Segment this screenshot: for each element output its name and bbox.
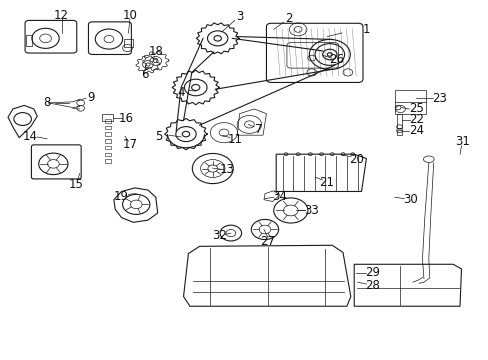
Bar (104, 153, 111, 156)
Text: 34: 34 (272, 190, 286, 203)
Bar (123, 39, 133, 46)
Text: 31: 31 (455, 135, 469, 148)
Text: 13: 13 (220, 163, 234, 176)
Text: 20: 20 (348, 153, 364, 166)
Bar (396, 130, 402, 135)
Text: 7: 7 (255, 123, 263, 136)
Text: 25: 25 (408, 103, 423, 116)
Text: 14: 14 (22, 130, 38, 144)
Text: 9: 9 (87, 91, 95, 104)
Text: 22: 22 (408, 113, 423, 126)
Text: 17: 17 (122, 138, 137, 151)
Text: 18: 18 (148, 45, 163, 58)
Text: 24: 24 (408, 124, 423, 137)
Text: 16: 16 (119, 112, 134, 125)
Bar (394, 90, 426, 114)
Text: 29: 29 (364, 266, 379, 279)
Text: 2: 2 (284, 12, 291, 25)
Text: 27: 27 (260, 235, 275, 248)
Bar (104, 119, 111, 123)
Text: 11: 11 (227, 133, 242, 146)
Bar (104, 132, 111, 136)
Text: 10: 10 (122, 9, 137, 22)
Text: 32: 32 (211, 229, 226, 242)
Text: 28: 28 (364, 279, 379, 292)
Text: 21: 21 (318, 176, 333, 189)
Bar (396, 114, 402, 128)
Text: 4: 4 (177, 86, 184, 99)
Text: 15: 15 (69, 178, 83, 191)
Bar (26, 35, 32, 45)
Text: 30: 30 (402, 193, 417, 206)
Text: 12: 12 (54, 9, 69, 22)
Bar (104, 146, 111, 149)
Text: 23: 23 (431, 92, 446, 105)
Bar (104, 159, 111, 163)
Bar (104, 139, 111, 143)
Bar (102, 114, 113, 121)
Text: 33: 33 (304, 204, 319, 217)
Text: 8: 8 (43, 96, 51, 109)
Text: 3: 3 (235, 10, 243, 23)
Text: 6: 6 (141, 68, 148, 81)
Text: 19: 19 (114, 190, 129, 203)
Text: 1: 1 (362, 23, 369, 36)
Text: 5: 5 (155, 130, 163, 144)
Bar (104, 126, 111, 129)
Text: 26: 26 (328, 53, 343, 66)
